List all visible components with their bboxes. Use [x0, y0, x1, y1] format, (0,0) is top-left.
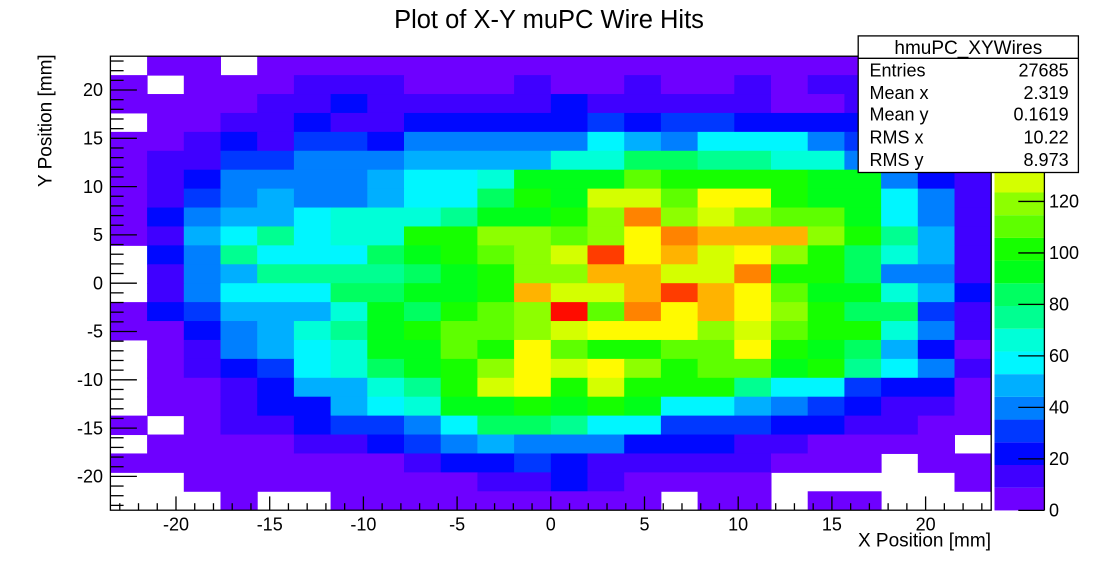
svg-text:5: 5 [93, 225, 103, 245]
svg-text:0: 0 [546, 515, 556, 535]
svg-text:Entries: Entries [870, 61, 926, 81]
svg-text:5: 5 [639, 515, 649, 535]
svg-text:15: 15 [83, 129, 103, 149]
svg-text:-15: -15 [257, 515, 283, 535]
svg-text:-15: -15 [77, 418, 103, 438]
svg-text:Plot of X-Y muPC Wire Hits: Plot of X-Y muPC Wire Hits [394, 6, 704, 34]
svg-text:40: 40 [1049, 397, 1069, 417]
svg-text:80: 80 [1049, 294, 1069, 314]
svg-text:20: 20 [1049, 449, 1069, 469]
svg-text:60: 60 [1049, 346, 1069, 366]
svg-text:10: 10 [83, 177, 103, 197]
svg-text:-10: -10 [77, 370, 103, 390]
svg-text:-5: -5 [449, 515, 465, 535]
svg-text:Mean x: Mean x [870, 83, 929, 103]
svg-text:-20: -20 [77, 467, 103, 487]
svg-text:0: 0 [93, 273, 103, 293]
svg-text:RMS x: RMS x [870, 128, 924, 148]
svg-text:-20: -20 [163, 515, 189, 535]
svg-text:X Position [mm]: X Position [mm] [858, 531, 991, 552]
svg-text:100: 100 [1049, 243, 1079, 263]
svg-text:-10: -10 [350, 515, 376, 535]
svg-text:10: 10 [728, 515, 748, 535]
svg-text:120: 120 [1049, 191, 1079, 211]
svg-text:10.22: 10.22 [1024, 128, 1069, 148]
svg-text:-5: -5 [87, 322, 103, 342]
svg-text:8.973: 8.973 [1024, 150, 1069, 170]
svg-text:Mean y: Mean y [870, 104, 929, 124]
svg-text:27685: 27685 [1019, 61, 1069, 81]
svg-text:0.1619: 0.1619 [1014, 104, 1069, 124]
svg-text:0: 0 [1049, 500, 1059, 520]
svg-text:20: 20 [83, 80, 103, 100]
svg-text:hmuPC_XYWires: hmuPC_XYWires [894, 38, 1042, 59]
svg-text:15: 15 [822, 515, 842, 535]
svg-text:2.319: 2.319 [1024, 83, 1069, 103]
svg-text:Y Position [mm]: Y Position [mm] [36, 54, 57, 187]
svg-text:RMS y: RMS y [870, 150, 924, 170]
svg-text:20: 20 [916, 515, 936, 535]
